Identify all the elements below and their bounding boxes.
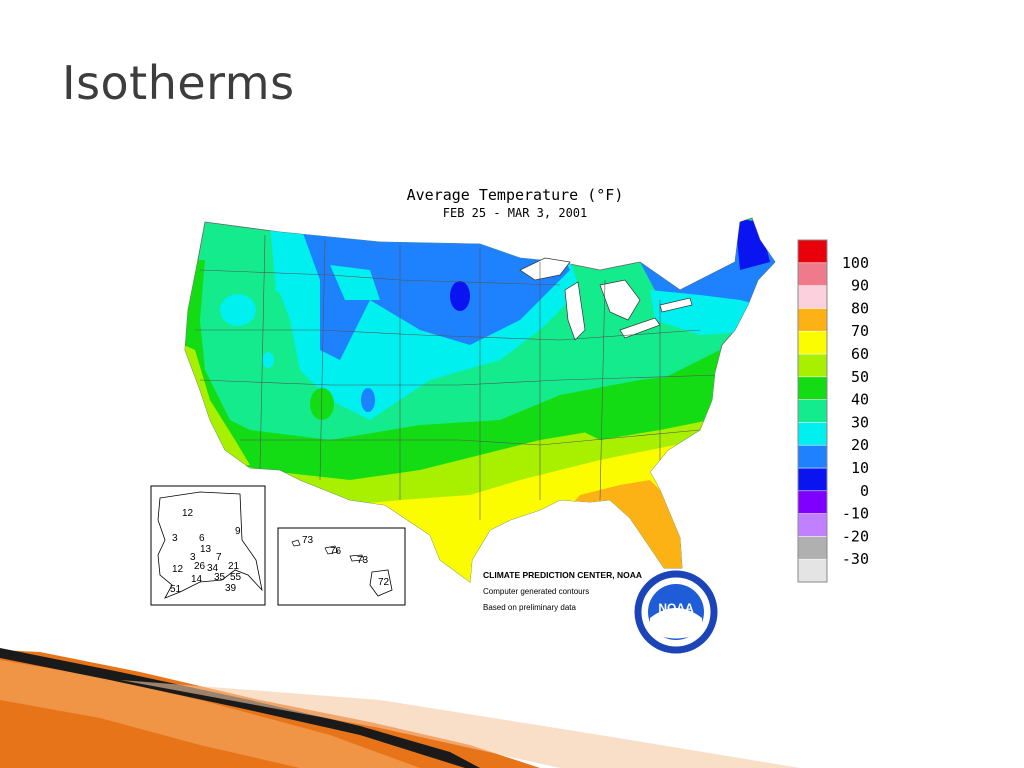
hawaii-inset: 73 76 73 72	[277, 527, 406, 606]
legend-frame	[797, 239, 828, 583]
alaska-value: 9	[235, 526, 241, 537]
alaska-value: 35	[214, 572, 226, 583]
alaska-value: 12	[172, 564, 184, 575]
lake-superior	[519, 257, 571, 281]
state-borders	[195, 234, 721, 520]
legend-swatch	[797, 262, 828, 286]
noaa-logo-text: NOAA	[658, 601, 694, 615]
legend-label: 80	[851, 299, 869, 317]
legend-label: 100	[842, 254, 869, 272]
alaska-value: 21	[228, 561, 240, 572]
lake-huron	[599, 279, 641, 321]
credit-line-1: CLIMATE PREDICTION CENTER, NOAA	[483, 570, 642, 580]
lake-michigan	[564, 281, 586, 341]
legend-swatch	[797, 399, 828, 423]
credit-line-3: Based on preliminary data	[483, 603, 576, 612]
legend-label: -30	[842, 550, 869, 568]
legend-label: 90	[851, 277, 869, 295]
legend-swatch	[797, 376, 828, 400]
alaska-value: 13	[200, 544, 212, 555]
slide-decoration	[0, 648, 800, 768]
alaska-value: 12	[182, 508, 194, 519]
map-title: Average Temperature (°F)	[406, 186, 624, 204]
credits: CLIMATE PREDICTION CENTER, NOAA Computer…	[483, 570, 642, 612]
alaska-value: 6	[199, 533, 205, 544]
legend-label: 60	[851, 345, 869, 363]
alaska-value: 3	[172, 533, 178, 544]
hawaii-value: 73	[357, 555, 369, 566]
legend-swatch	[797, 285, 828, 309]
lake-ontario	[659, 297, 693, 313]
legend-label: 50	[851, 368, 869, 386]
legend-swatch	[797, 444, 828, 469]
alaska-inset: 12 9 3 6 13 3 7 26 34 21 12 14 35 55 51 …	[150, 485, 266, 606]
legend-swatch	[797, 239, 828, 264]
alaska-value: 34	[207, 563, 219, 574]
legend-swatch	[797, 558, 828, 583]
legend-label: 30	[851, 413, 869, 431]
legend-label: -10	[842, 505, 869, 523]
legend-label: -20	[842, 527, 869, 545]
legend-label: 10	[851, 459, 869, 477]
legend-label: 70	[851, 322, 869, 340]
legend-swatch	[797, 467, 828, 492]
map-title-block: Average Temperature (°F) FEB 25 - MAR 3,…	[330, 186, 700, 220]
slide-title: Isotherms	[62, 56, 295, 110]
hawaii-value: 76	[330, 546, 342, 557]
alaska-value: 39	[225, 583, 237, 594]
legend-swatch	[797, 422, 828, 446]
map-date-range: FEB 25 - MAR 3, 2001	[442, 206, 588, 220]
alaska-value: 55	[230, 572, 242, 583]
legend-swatch	[797, 513, 828, 537]
legend-swatch	[797, 536, 828, 560]
noaa-logo: NOAA	[634, 570, 718, 654]
hawaii-value: 73	[302, 535, 314, 546]
legend-label: 40	[851, 391, 869, 409]
legend-swatch	[797, 308, 828, 332]
alaska-value: 7	[216, 552, 222, 563]
legend-swatch	[797, 490, 828, 514]
legend-label: 20	[851, 436, 869, 454]
legend-swatch	[797, 353, 828, 378]
legend-label: 0	[860, 482, 869, 500]
alaska-value: 26	[194, 561, 206, 572]
alaska-value: 3	[190, 552, 196, 563]
legend-swatch	[797, 330, 828, 355]
credit-line-2: Computer generated contours	[483, 587, 589, 596]
hawaii-value: 72	[378, 577, 390, 588]
alaska-value: 14	[191, 574, 203, 585]
alaska-value: 51	[170, 584, 182, 595]
